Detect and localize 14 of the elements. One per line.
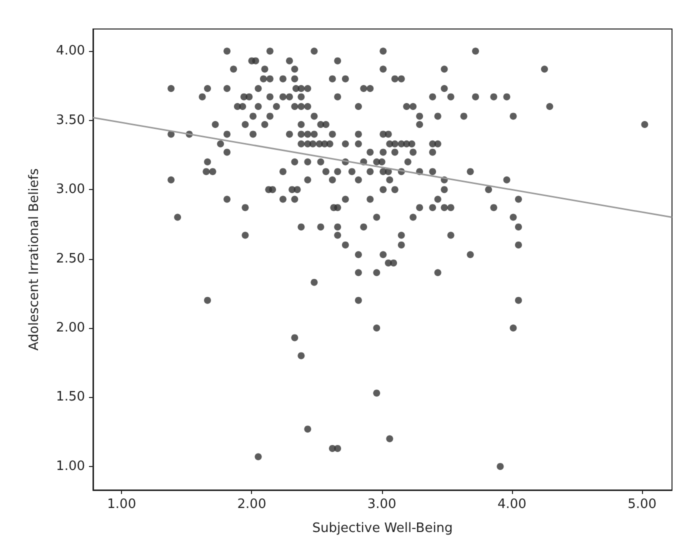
x-tick-label: 5.00 — [628, 497, 657, 512]
y-tick-label: 2.00 — [56, 320, 85, 336]
x-tick-label: 2.00 — [237, 497, 266, 512]
y-tick-label: 1.50 — [56, 390, 85, 405]
y-tick-label: 4.00 — [56, 44, 85, 59]
y-tick-label: 2.50 — [56, 251, 85, 266]
y-axis-title: Adolescent Irrational Beliefs — [27, 168, 42, 351]
y-tick-label: 3.50 — [56, 112, 85, 128]
x-tick-label: 1.00 — [107, 497, 136, 512]
x-axis-title: Subjective Well-Being — [312, 521, 453, 536]
y-tick-label: 1.00 — [56, 458, 85, 474]
x-tick-label: 4.00 — [497, 497, 526, 512]
x-tick-label: 3.00 — [367, 497, 396, 512]
y-tick-label: 3.00 — [56, 182, 85, 198]
